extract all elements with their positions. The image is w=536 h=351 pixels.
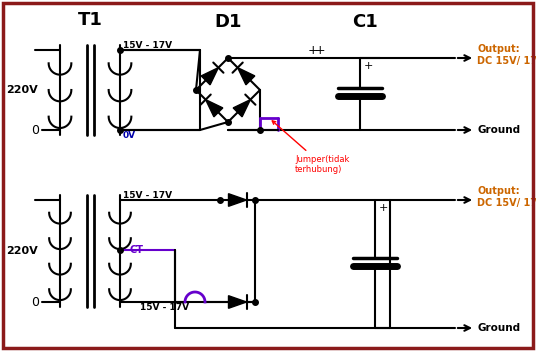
Polygon shape — [233, 100, 250, 117]
Text: +: + — [364, 61, 374, 71]
Text: 0: 0 — [31, 124, 39, 137]
Text: Ground: Ground — [477, 125, 520, 135]
Text: +: + — [308, 45, 318, 58]
Text: +: + — [315, 45, 325, 58]
Text: C1: C1 — [352, 13, 378, 31]
Polygon shape — [228, 194, 247, 206]
Text: Ground: Ground — [477, 323, 520, 333]
Polygon shape — [206, 100, 223, 117]
Text: 0V: 0V — [123, 131, 136, 139]
Text: Output:
DC 15V/ 17V: Output: DC 15V/ 17V — [477, 44, 536, 66]
Text: 0: 0 — [31, 296, 39, 309]
Polygon shape — [201, 68, 218, 85]
Text: 15V - 17V: 15V - 17V — [140, 303, 189, 311]
Polygon shape — [237, 68, 255, 85]
Text: Jumper(tidak
terhubung): Jumper(tidak terhubung) — [272, 121, 349, 174]
Text: CT: CT — [130, 245, 144, 255]
Text: T1: T1 — [78, 11, 102, 29]
Text: 220V: 220V — [6, 85, 38, 95]
Text: +: + — [379, 203, 389, 213]
Polygon shape — [228, 296, 247, 308]
Text: 15V - 17V: 15V - 17V — [123, 191, 172, 199]
Text: D1: D1 — [214, 13, 242, 31]
Text: 220V: 220V — [6, 246, 38, 256]
Text: 15V - 17V: 15V - 17V — [123, 40, 172, 49]
Text: Output:
DC 15V/ 17V: Output: DC 15V/ 17V — [477, 186, 536, 208]
